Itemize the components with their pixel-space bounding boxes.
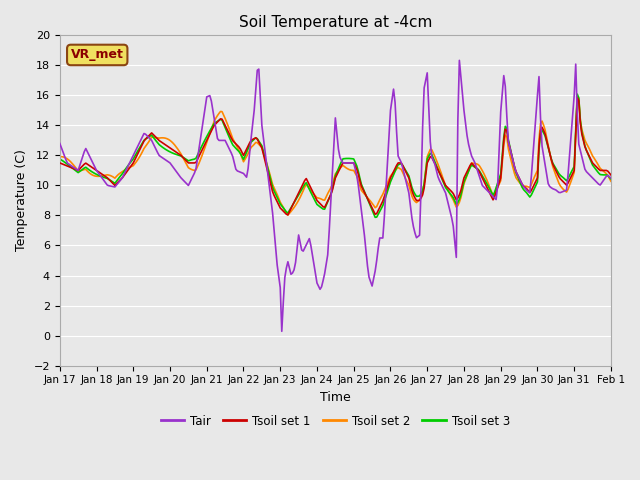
X-axis label: Time: Time <box>320 391 351 404</box>
Title: Soil Temperature at -4cm: Soil Temperature at -4cm <box>239 15 432 30</box>
Legend: Tair, Tsoil set 1, Tsoil set 2, Tsoil set 3: Tair, Tsoil set 1, Tsoil set 2, Tsoil se… <box>156 410 515 432</box>
Text: VR_met: VR_met <box>71 48 124 61</box>
Y-axis label: Temperature (C): Temperature (C) <box>15 150 28 252</box>
